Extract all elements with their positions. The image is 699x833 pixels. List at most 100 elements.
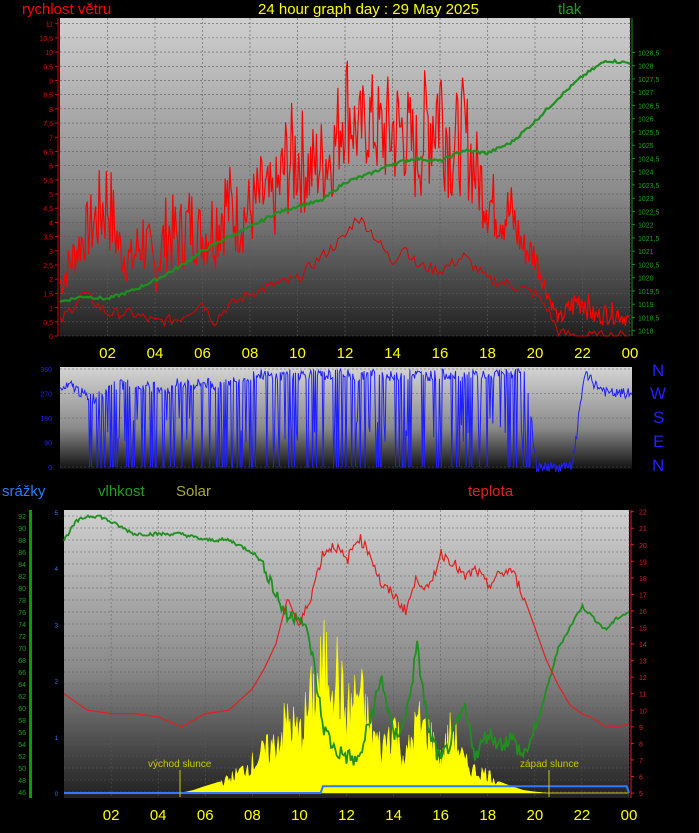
direction-tick-label: 360 [40,367,52,374]
pressure-tick-label: 1023 [638,196,654,203]
sunrise-annotation: východ slunce [148,759,212,770]
humidity-tick-label: 50 [18,766,26,773]
wind-tick-label: 10,5 [39,36,53,43]
rain-tick-label: 1 [55,736,59,742]
temperature-tick-label: 7 [639,758,643,765]
climate-x-axis: 02 04 06 08 10 12 14 16 18 20 22 00 [103,807,638,824]
wind-tick-label: 3 [49,249,53,256]
climate-x-tick-label: 02 [103,807,120,824]
wind-x-tick-label: 02 [99,345,116,362]
compass-e: E [653,432,664,451]
wind-tick-label: 6,5 [43,149,53,156]
temperature-line [63,534,630,728]
pressure-tick-label: 1020,5 [638,262,660,269]
humidity-tick-label: 80 [18,586,26,593]
pressure-tick-label: 1024 [638,170,654,177]
climate-panel: 4648505254565860626466687072747678808284… [18,510,647,824]
pressure-line [59,58,631,304]
climate-x-tick-label: 16 [432,807,449,824]
wind-plot-area [60,18,630,336]
pressure-tick-label: 1028,5 [638,50,660,57]
pressure-tick-label: 1023,5 [638,183,660,190]
pressure-tick-label: 1027,5 [638,77,660,84]
humidity-tick-label: 48 [18,778,26,785]
wind-min-line [59,216,628,338]
humidity-tick-label: 46 [18,790,26,797]
wind-x-tick-label: 10 [289,345,306,362]
temperature-tick-label: 12 [639,675,647,682]
pressure-tick-label: 1018,5 [638,315,660,322]
humidity-label: vlhkost [98,483,146,500]
pressure-tick-label: 1025,5 [638,130,660,137]
climate-x-tick-label: 18 [479,807,496,824]
humidity-tick-label: 88 [18,538,26,545]
wind-tick-label: 3,5 [43,235,53,242]
wind-tick-label: 9 [49,78,53,85]
wind-x-tick-label: 20 [527,345,544,362]
wind-x-tick-label: 16 [432,345,449,362]
humidity-axis: 46 48 50 52 54 56 58 60 62 64 66 68 70 72 74 76 78 80 82 84… [18,514,26,797]
humidity-tick-label: 54 [18,742,26,749]
wind-tick-label: 7,5 [43,121,53,128]
humidity-tick-label: 62 [18,694,26,701]
rain-axis-bar [29,510,32,798]
rain-axis: 0 1 2 3 4 5 [55,511,59,798]
humidity-tick-label: 70 [18,646,26,653]
direction-tick-label: 180 [40,416,52,423]
compass-n-top: N [652,361,664,380]
rain-tick-label: 5 [55,511,59,517]
wind-tick-label: 2,5 [43,263,53,270]
compass-n-bottom: N [652,456,664,475]
humidity-line [63,514,630,766]
humidity-tick-label: 82 [18,574,26,581]
direction-series [59,367,633,474]
pressure-tick-label: 1021,5 [638,236,660,243]
humidity-tick-label: 90 [18,526,26,533]
pressure-tick-label: 1026 [638,117,654,124]
climate-x-tick-label: 20 [526,807,543,824]
direction-tick-label: 270 [40,392,52,399]
pressure-axis: 1018 1018,5 1019 1019,5 1020 1020,5 1021 1021,5… [631,18,660,336]
wind-tick-label: 5 [49,192,53,199]
humidity-tick-label: 60 [18,706,26,713]
humidity-tick-label: 92 [18,514,26,521]
climate-x-tick-label: 04 [150,807,167,824]
temperature-axis: 5 6 7 8 9 10 11 12 13 14 15 16 17 18 19 20 21 22 [630,510,647,798]
temperature-label: teplota [468,483,514,500]
pressure-tick-label: 1022 [638,223,654,230]
wind-tick-label: 0 [49,334,53,341]
climate-x-tick-label: 14 [385,807,402,824]
climate-x-tick-label: 12 [338,807,355,824]
temperature-tick-label: 15 [639,626,647,633]
humidity-tick-label: 74 [18,622,26,629]
wind-tick-label: 0,5 [43,320,53,327]
pressure-tick-label: 1022,5 [638,209,660,216]
temperature-tick-label: 19 [639,559,647,566]
temperature-tick-label: 16 [639,609,647,616]
climate-series [63,514,630,794]
humidity-tick-label: 64 [18,682,26,689]
rain-line [64,785,630,794]
temperature-tick-label: 14 [639,642,647,649]
chart-title: 24 hour graph day : 29 May 2025 [258,1,479,18]
wind-tick-label: 1 [49,306,53,313]
wind-x-tick-label: 00 [622,345,639,362]
wind-axis: 0 0,5 1 1,5 2 2,5 3 3,5 4 4,5 5 5,5 6 6,5 7 7,5 8 8,5 9 9,5… [39,18,59,341]
wind-series [59,58,631,338]
humidity-tick-label: 66 [18,670,26,677]
temperature-tick-label: 17 [639,592,647,599]
humidity-tick-label: 76 [18,610,26,617]
rain-tick-label: 4 [55,567,59,573]
temperature-tick-label: 5 [639,791,643,798]
humidity-tick-label: 52 [18,754,26,761]
wind-x-tick-label: 08 [242,345,259,362]
wind-tick-label: 7 [49,135,53,142]
climate-x-tick-label: 10 [291,807,308,824]
temperature-tick-label: 6 [639,774,643,781]
rain-tick-label: 0 [55,792,59,798]
climate-x-tick-label: 00 [621,807,638,824]
temperature-tick-label: 11 [639,692,646,699]
direction-tick-label: 0 [48,465,52,472]
humidity-tick-label: 58 [18,718,26,725]
